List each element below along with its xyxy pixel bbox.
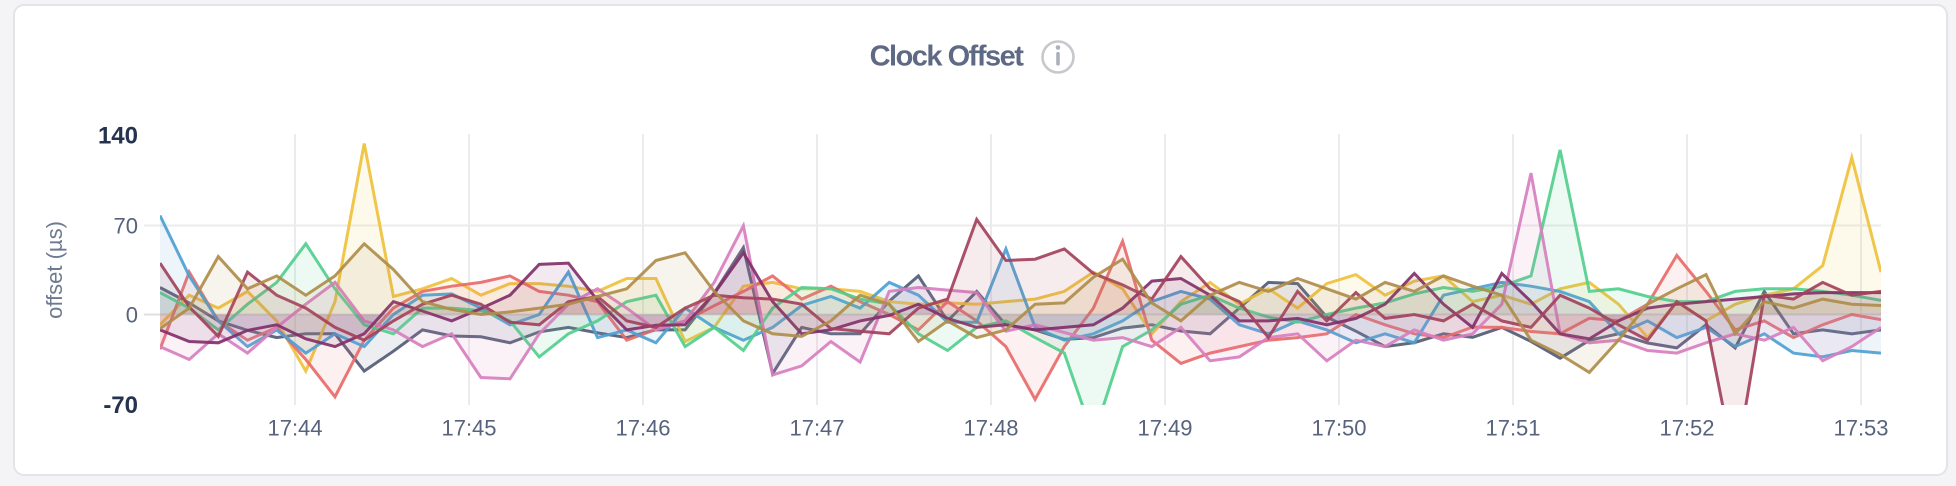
svg-text:0: 0: [126, 303, 138, 328]
svg-text:17:51: 17:51: [1485, 416, 1540, 441]
svg-text:-70: -70: [103, 392, 138, 419]
svg-text:17:49: 17:49: [1137, 416, 1192, 441]
svg-text:offset (µs): offset (µs): [42, 221, 67, 319]
svg-text:Clock Offset: Clock Offset: [870, 41, 1025, 73]
svg-text:70: 70: [114, 214, 138, 239]
svg-text:17:44: 17:44: [267, 416, 322, 441]
svg-text:17:53: 17:53: [1833, 416, 1888, 441]
svg-text:17:45: 17:45: [441, 416, 496, 441]
svg-text:17:52: 17:52: [1659, 416, 1714, 441]
svg-text:17:47: 17:47: [789, 416, 844, 441]
svg-text:140: 140: [98, 123, 138, 150]
svg-text:17:46: 17:46: [615, 416, 670, 441]
svg-text:17:50: 17:50: [1311, 416, 1366, 441]
svg-text:17:48: 17:48: [963, 416, 1018, 441]
